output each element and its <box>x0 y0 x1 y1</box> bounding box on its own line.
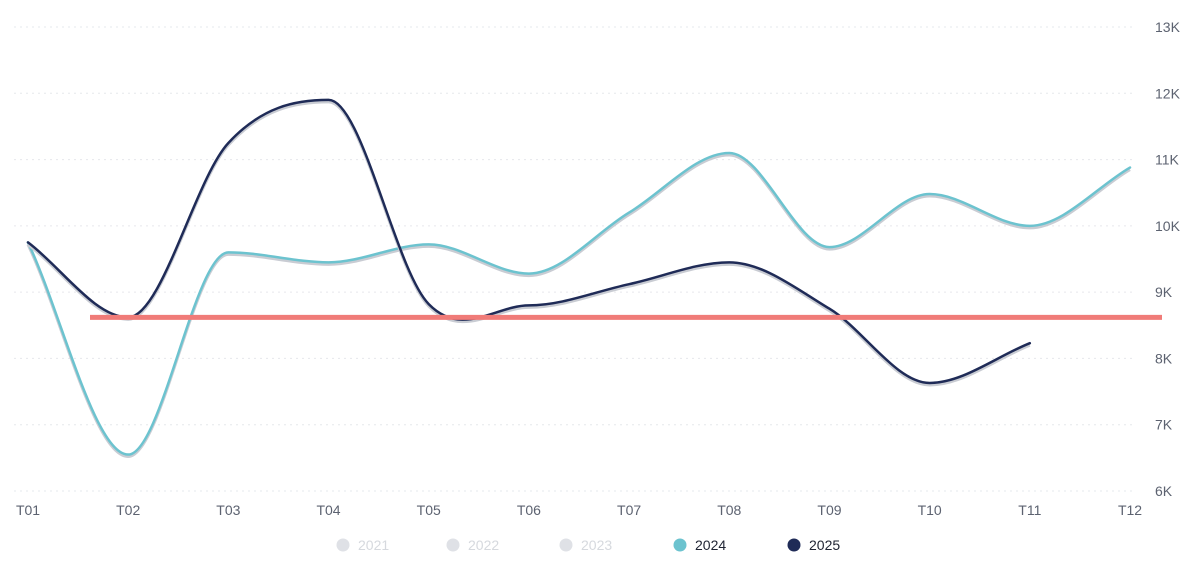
grid-lines <box>14 26 1135 492</box>
x-tick-label: T06 <box>517 502 541 518</box>
x-axis: T01 T02 T03 T04 T05 T06 T07 T08 T09 T10 T11 T12 <box>16 502 1142 518</box>
y-tick-label: 10K <box>1155 218 1181 234</box>
legend-item-2025[interactable]: 2025 <box>787 537 841 553</box>
x-tick-label: T07 <box>617 502 641 518</box>
legend-marker-icon <box>336 538 350 552</box>
x-tick-label: T01 <box>16 502 40 518</box>
x-tick-label: T03 <box>216 502 240 518</box>
legend-marker-icon <box>673 538 687 552</box>
series-lines <box>26 98 1132 459</box>
x-tick-label: T08 <box>717 502 741 518</box>
legend-marker-icon <box>787 538 801 552</box>
x-tick-label: T04 <box>316 502 340 518</box>
x-tick-label: T05 <box>417 502 441 518</box>
y-tick-label: 6K <box>1155 483 1173 499</box>
y-tick-label: 9K <box>1155 284 1173 300</box>
y-tick-label: 12K <box>1155 85 1181 101</box>
series-line-2025 <box>26 98 1032 385</box>
legend-marker-icon <box>446 538 460 552</box>
y-tick-label: 7K <box>1155 417 1173 433</box>
legend-item-2021[interactable]: 2021 <box>336 537 390 553</box>
x-tick-label: T09 <box>817 502 841 518</box>
legend-item-2022[interactable]: 2022 <box>446 537 500 553</box>
series-line-2024 <box>26 151 1132 456</box>
y-tick-label: 8K <box>1155 350 1173 366</box>
legend-label: 2025 <box>809 537 840 553</box>
y-tick-label: 13K <box>1155 19 1181 35</box>
legend-marker-icon <box>559 538 573 552</box>
legend-label: 2023 <box>581 537 612 553</box>
legend-item-2023[interactable]: 2023 <box>559 537 613 553</box>
legend-label: 2024 <box>695 537 726 553</box>
legend-label: 2021 <box>358 537 389 553</box>
y-axis: 6K 7K 8K 9K 10K 11K 12K 13K <box>1155 19 1181 499</box>
x-tick-label: T11 <box>1018 502 1041 518</box>
legend-item-2024[interactable]: 2024 <box>673 537 727 553</box>
y-tick-label: 11K <box>1155 152 1180 168</box>
x-tick-label: T02 <box>116 502 140 518</box>
x-tick-label: T12 <box>1118 502 1142 518</box>
legend: 2021 2022 2023 2024 2025 <box>336 537 841 553</box>
x-tick-label: T10 <box>918 502 942 518</box>
series-shadow-2024 <box>26 153 1131 459</box>
legend-label: 2022 <box>468 537 499 553</box>
